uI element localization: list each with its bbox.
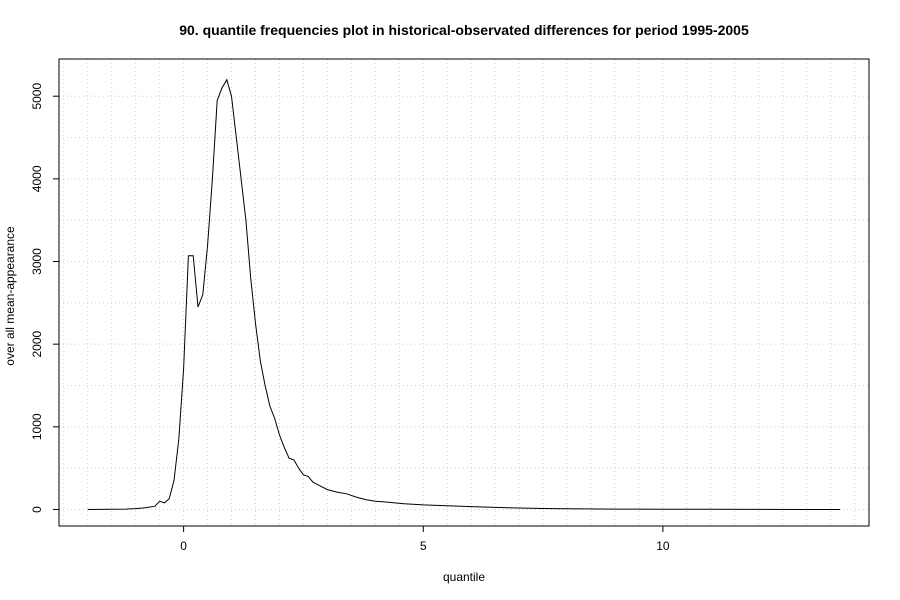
x-axis-label: quantile [442,570,486,584]
x-tick-label: 5 [420,539,427,553]
x-tick-label: 0 [180,539,187,553]
series-layer [87,78,841,510]
x-tick-label: 10 [656,539,670,553]
y-tick-label: 4000 [30,165,44,192]
y-tick-label: 1000 [30,413,44,440]
series-line [87,78,841,510]
chart-title: 90. quantile frequencies plot in histori… [179,22,749,38]
y-tick-label: 2000 [30,330,44,357]
plot-frame [58,58,870,527]
y-tick-label: 5000 [30,83,44,110]
y-tick-label: 3000 [30,248,44,275]
y-tick-label: 0 [30,506,44,513]
axis-layer: 0 5 10 0 1000 2000 3000 4000 5000 [30,83,670,553]
grid-layer [59,59,869,526]
